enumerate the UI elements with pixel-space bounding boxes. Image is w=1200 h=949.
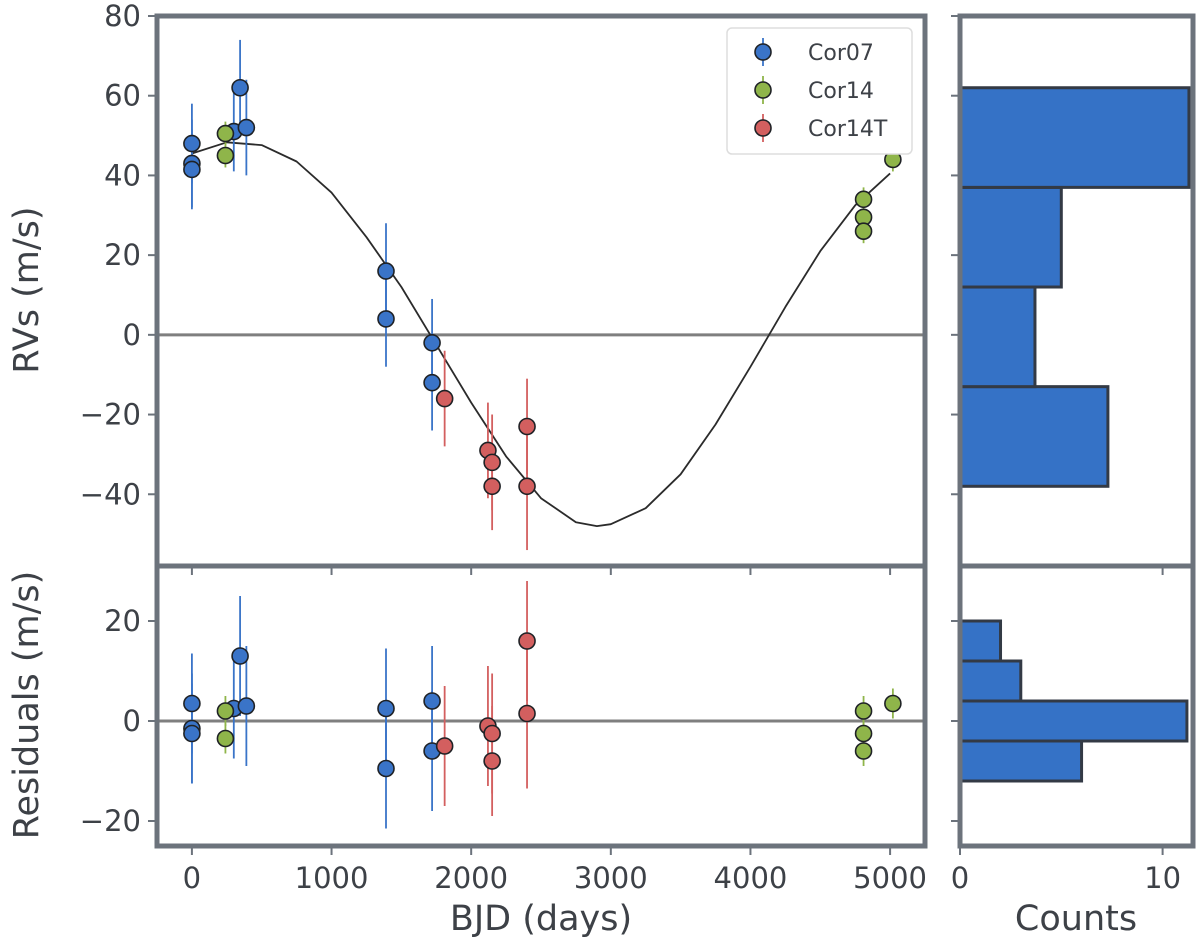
residuals-point-cor07 (183, 724, 201, 743)
residuals-point-cor14t (518, 704, 536, 723)
legend-box (726, 27, 913, 155)
rv-point-cor14t (518, 477, 536, 496)
rv-ytick-label: 80 (104, 0, 141, 33)
legend-label-cor14: Cor14 (808, 79, 874, 104)
residuals-xtick-label: 0 (183, 861, 201, 895)
legend-item-cor14: Cor14 (754, 76, 874, 104)
residuals-ytick-label: −20 (80, 804, 141, 838)
residuals-axis-label-unit: (m/s) (7, 571, 47, 674)
rv-point-cor07 (423, 334, 441, 352)
rv-ytick-label: 40 (104, 158, 141, 192)
residuals-point-cor14t (435, 737, 454, 755)
rv-ytick-label: 20 (104, 238, 141, 272)
legend-label-cor14t: Cor14T (808, 117, 888, 142)
rv-point-cor07 (237, 118, 256, 137)
rv-hist-bar (958, 185, 1063, 289)
rv-hist-bar (958, 385, 1110, 488)
residuals-point-cor14t (483, 752, 501, 770)
residuals-point-cor14t (518, 632, 536, 650)
residuals-point-cor07 (183, 694, 201, 713)
rv-point-cor07 (377, 262, 395, 280)
legend-marker (754, 119, 772, 137)
residuals-xtick-label: 1000 (295, 861, 369, 895)
rv-ytick-label: 60 (104, 79, 141, 113)
rv-hist-bar (958, 285, 1037, 389)
rv-ytick-label: −20 (80, 398, 141, 432)
rv-panel: −40 −20 0 20 40 60 80 (80, 0, 928, 575)
residuals-point-cor14 (884, 694, 902, 713)
residuals-point-cor14 (854, 742, 873, 760)
rv-point-cor14t (483, 453, 501, 472)
rv-axis-label-unit: (m/s) (7, 206, 47, 309)
residuals-xtick-label: 3000 (574, 861, 648, 895)
rv-point-cor07 (231, 78, 249, 97)
counts-axis-label: Counts (1015, 899, 1137, 939)
rv-axis-label-text: RVs (7, 309, 47, 374)
rv-point-cor07 (183, 134, 201, 153)
rv-axis-label: RVs (m/s) (7, 206, 47, 373)
rv-ytick-label: −40 (80, 477, 141, 511)
legend-marker (754, 43, 772, 61)
rv-model-curve (191, 141, 891, 527)
residuals-hist-bar (958, 659, 1023, 703)
residuals-hist-xtick-label: 10 (1144, 861, 1181, 895)
legend: Cor07 Cor14 Cor14T (726, 27, 913, 155)
residuals-ytick-label: 20 (104, 604, 141, 638)
rv-histogram-panel (951, 13, 1196, 575)
residuals-xtick-label: 2000 (434, 861, 508, 895)
residuals-ytick-label: 0 (123, 704, 141, 738)
legend-item-cor07: Cor07 (754, 38, 874, 66)
residuals-point-cor07 (377, 699, 395, 718)
rv-hist-bar (958, 86, 1191, 189)
residuals-hist-bar (958, 739, 1084, 783)
residuals-point-cor14 (216, 702, 235, 720)
rv-ytick-label: 0 (123, 318, 141, 352)
residuals-point-cor14 (216, 729, 235, 748)
residuals-point-cor14 (854, 724, 873, 743)
residuals-frame (154, 563, 928, 849)
residuals-panel: −20 0 20 0 1000 2000 3000 4000 5000 (80, 563, 928, 895)
rv-point-cor14 (216, 146, 235, 165)
residuals-point-cor07 (423, 692, 441, 710)
legend-item-cor14t: Cor14T (754, 114, 888, 142)
rv-point-cor14t (483, 477, 501, 496)
residuals-histogram-panel: 0 10 (951, 563, 1196, 895)
rv-point-cor14t (518, 417, 536, 436)
residuals-point-cor07 (377, 759, 395, 778)
residuals-hist-frame (957, 563, 1196, 849)
legend-marker (754, 81, 772, 99)
residuals-point-cor07 (231, 647, 249, 665)
rv-point-cor14 (854, 190, 873, 209)
rv-point-cor14t (435, 389, 454, 408)
residuals-xtick-label: 5000 (853, 861, 927, 895)
residuals-hist-xtick-label: 0 (951, 861, 969, 895)
residuals-hist-bar (958, 619, 1003, 663)
rv-point-cor14 (216, 124, 235, 143)
x-axis-label: BJD (days) (450, 899, 632, 939)
rv-point-cor07 (423, 373, 441, 392)
rv-point-cor07 (183, 160, 201, 179)
residuals-point-cor14 (854, 702, 873, 720)
residuals-hist-bar (958, 699, 1189, 743)
rv-point-cor14 (854, 222, 873, 241)
residuals-axis-label-text: Residuals (7, 673, 47, 839)
residuals-point-cor07 (237, 697, 256, 715)
residuals-point-cor14t (483, 724, 501, 743)
residuals-axis-label: Residuals (m/s) (7, 571, 47, 840)
legend-label-cor07: Cor07 (808, 41, 874, 66)
residuals-xtick-label: 4000 (714, 861, 788, 895)
rv-point-cor07 (377, 310, 395, 328)
